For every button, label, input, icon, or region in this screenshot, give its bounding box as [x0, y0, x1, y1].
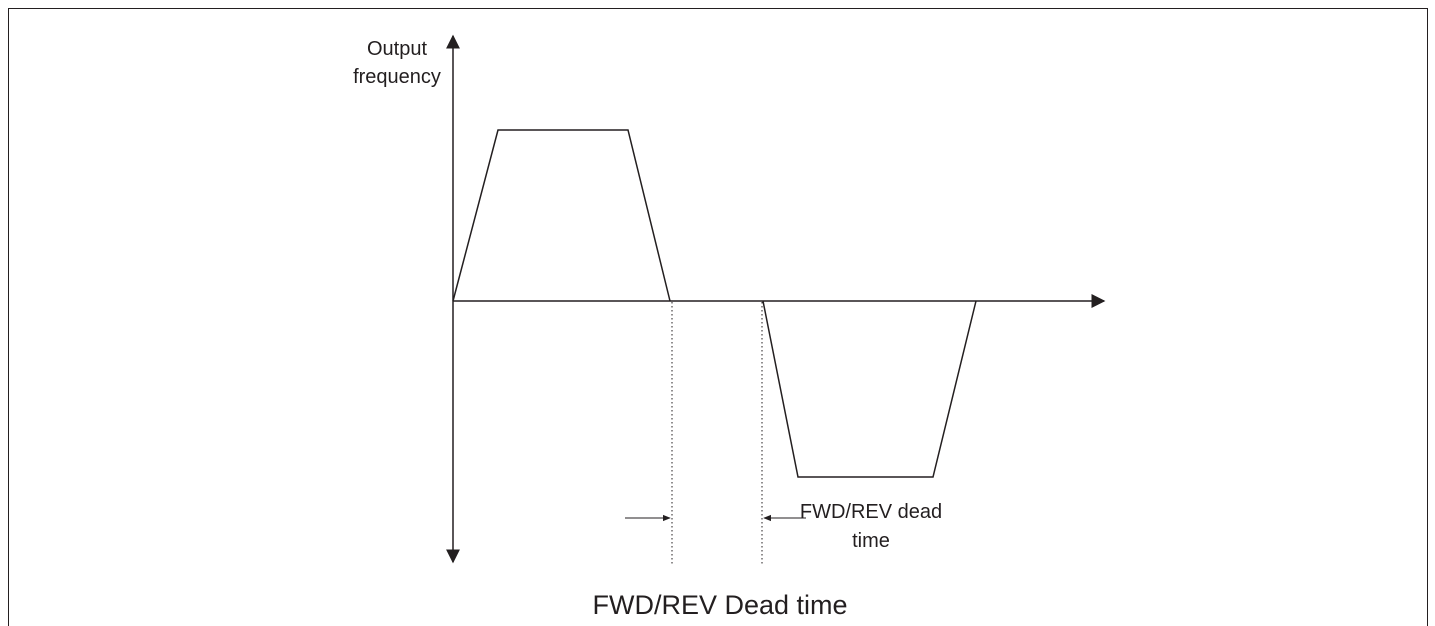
forward-profile [452, 129, 671, 302]
y-axis-label: Output [367, 38, 427, 60]
frame [8, 8, 1428, 626]
annotation: FWD/REV dead [800, 501, 942, 523]
y-axis-label: frequency [353, 66, 441, 88]
reverse-profile [762, 300, 977, 478]
annotation: time [852, 530, 890, 552]
caption: FWD/REV Dead time [592, 590, 847, 620]
